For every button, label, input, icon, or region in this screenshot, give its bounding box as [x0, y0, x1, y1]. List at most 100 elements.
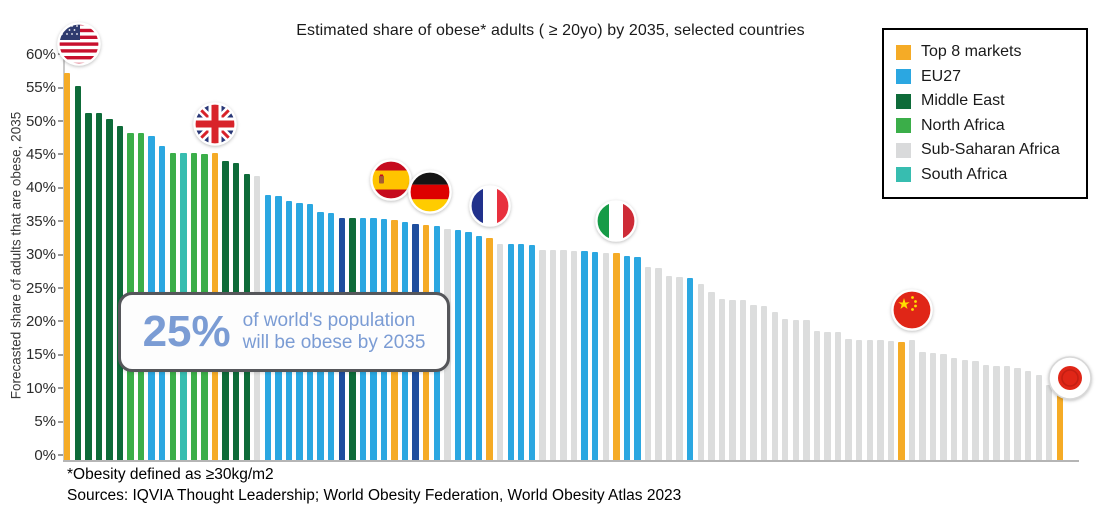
bar	[106, 119, 113, 460]
bar	[592, 251, 599, 460]
callout-box: 25% of world's population will be obese …	[118, 292, 450, 372]
footnote-sources: Sources: IQVIA Thought Leadership; World…	[67, 487, 682, 504]
bar	[665, 276, 673, 460]
bar	[908, 339, 916, 460]
y-tick-label: 10%	[25, 379, 56, 397]
y-tick-label: 30%	[25, 246, 56, 264]
bar	[972, 361, 979, 460]
legend-item: Sub-Saharan Africa	[896, 138, 1086, 163]
bar	[739, 300, 747, 460]
bar	[845, 339, 852, 460]
y-tick-mark	[58, 454, 63, 456]
bar	[528, 244, 536, 460]
legend-swatch	[896, 142, 911, 158]
uk-flag-icon	[193, 101, 237, 146]
legend-item: Middle East	[896, 89, 1086, 114]
bar	[771, 311, 778, 460]
bar	[85, 112, 92, 460]
legend-item: Top 8 markets	[896, 40, 1086, 65]
legend-item: EU27	[896, 65, 1086, 90]
y-tick-label: 20%	[25, 312, 56, 330]
y-tick-mark	[58, 287, 63, 289]
china-flag-icon	[891, 288, 933, 331]
bar	[1067, 410, 1073, 460]
legend-label: North Africa	[921, 116, 1005, 134]
chart-title: Estimated share of obese* adults ( ≥ 20y…	[296, 22, 805, 39]
japan-flag-icon	[1047, 355, 1093, 401]
bar	[708, 292, 715, 460]
legend-label: Sub-Saharan Africa	[921, 141, 1060, 159]
bar	[750, 305, 757, 460]
bar	[560, 250, 567, 460]
y-tick-label: 45%	[25, 145, 56, 163]
bar	[1035, 374, 1042, 460]
bar	[95, 112, 103, 460]
legend-swatch	[896, 69, 911, 85]
spain-flag-icon	[369, 158, 412, 201]
bar	[803, 319, 810, 460]
bar	[465, 231, 472, 460]
bar	[486, 237, 493, 460]
bar	[655, 267, 662, 460]
bar	[64, 72, 71, 460]
footnote-definition: *Obesity defined as ≥30kg/m2	[67, 466, 274, 483]
bar	[74, 85, 81, 460]
us-flag-icon	[57, 21, 101, 66]
legend-swatch	[896, 44, 911, 60]
bar	[760, 305, 768, 460]
legend-label: EU27	[921, 67, 962, 85]
y-tick-label: 60%	[25, 45, 56, 63]
bar	[507, 244, 514, 460]
y-tick-mark	[58, 153, 63, 156]
legend-swatch	[896, 93, 911, 109]
bar	[687, 277, 694, 460]
bar	[792, 319, 800, 460]
bar	[518, 244, 525, 460]
bar	[982, 365, 990, 460]
legend-swatch	[896, 118, 911, 134]
legend-item: North Africa	[896, 114, 1086, 139]
bar	[1014, 367, 1021, 460]
legend-label: Middle East	[921, 92, 1005, 110]
bar	[549, 250, 557, 460]
legend-label: South Africa	[921, 165, 1008, 183]
bar	[676, 276, 683, 460]
bar	[993, 366, 1000, 460]
legend-label: Top 8 markets	[921, 43, 1022, 61]
france-flag-icon	[468, 184, 511, 227]
legend: Top 8 markets EU27 Middle East North Africa…	[882, 28, 1088, 199]
bar	[454, 229, 462, 460]
callout-text: of world's population will be obese by 2…	[243, 310, 426, 354]
bar	[602, 252, 609, 460]
legend-item: South Africa	[896, 163, 1086, 188]
y-tick-label: 55%	[25, 79, 56, 97]
germany-flag-icon	[408, 170, 453, 214]
y-tick-label: 15%	[25, 346, 56, 364]
y-tick-label: 50%	[25, 112, 56, 130]
callout-line2: will be obese by 2035	[242, 332, 426, 353]
y-tick-label: 0%	[34, 446, 56, 464]
y-tick-label: 35%	[25, 212, 56, 230]
bar	[1003, 366, 1011, 460]
bar	[729, 299, 736, 460]
y-tick-mark	[58, 253, 63, 256]
bar	[644, 266, 652, 460]
bar	[866, 339, 873, 460]
bar	[940, 354, 947, 460]
bar	[813, 331, 821, 460]
y-tick-label: 40%	[25, 179, 56, 197]
y-tick-mark	[58, 353, 63, 356]
x-axis-line	[63, 460, 1079, 462]
callout-line1: of world's population	[242, 310, 416, 332]
bar	[539, 249, 546, 460]
y-tick-mark	[58, 220, 63, 223]
bar	[718, 299, 726, 460]
bar	[951, 357, 958, 460]
bar	[877, 340, 884, 460]
bar	[496, 243, 504, 460]
y-tick-mark	[58, 120, 63, 122]
bar	[856, 339, 863, 460]
bar	[634, 256, 641, 460]
bar	[929, 353, 937, 460]
